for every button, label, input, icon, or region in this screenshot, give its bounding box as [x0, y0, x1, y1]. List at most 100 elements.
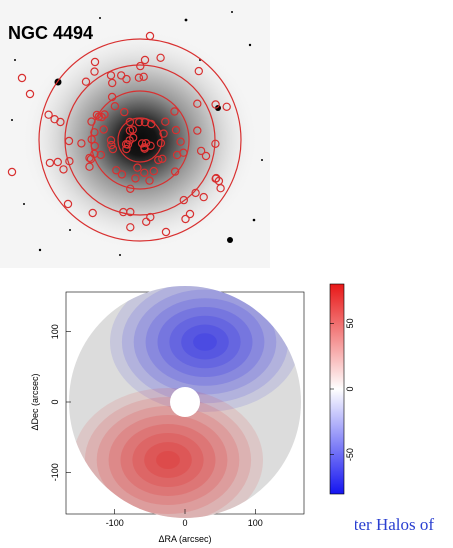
star-icon: [11, 119, 13, 121]
velocity-contour: [193, 333, 217, 351]
slit-aperture: [81, 77, 91, 86]
star-icon: [248, 43, 252, 47]
slit-aperture: [63, 199, 73, 209]
slit-aperture: [87, 135, 96, 144]
slit-aperture: [158, 154, 167, 163]
disk-center-hole: [170, 387, 200, 417]
slit-aperture: [140, 55, 150, 65]
slit-aperture: [65, 156, 74, 166]
slit-aperture: [90, 149, 99, 159]
velocity-map: -100 0 100 -100 0 100 ΔRA (arcsec) ΔDec (arc…: [30, 283, 355, 544]
star-icon: [69, 229, 71, 231]
caption-link[interactable]: Outer Halos of: [355, 512, 453, 538]
slit-aperture: [125, 126, 135, 135]
slit-aperture: [90, 141, 100, 151]
slit-aperture: [145, 176, 154, 185]
slit-aperture: [216, 183, 225, 193]
slit-aperture: [222, 102, 231, 112]
slit-aperture: [131, 174, 140, 183]
slit-aperture: [136, 61, 145, 71]
slit-aperture: [90, 128, 99, 137]
slit-aperture: [99, 125, 108, 134]
x-tick-label: 0: [182, 518, 187, 528]
velocity-contour: [121, 286, 289, 404]
slit-aperture: [133, 163, 142, 172]
velocity-contour: [108, 415, 228, 505]
slit-aperture: [154, 155, 163, 165]
slit-aperture: [141, 138, 151, 148]
slit-aperture: [117, 170, 127, 179]
slit-aperture: [112, 166, 121, 175]
slit-aperture: [90, 67, 99, 76]
field-stars: [11, 11, 263, 256]
slit-aperture: [77, 139, 86, 148]
slit-aperture: [156, 53, 165, 63]
colorbar-tick-label: 0: [345, 386, 355, 391]
slit-aperture: [87, 117, 96, 126]
slit-aperture: [193, 126, 202, 135]
slit-aperture: [59, 165, 68, 174]
caption-link-text[interactable]: Outer Halos of: [355, 515, 435, 534]
y-tick-label: 0: [50, 399, 60, 404]
slit-aperture: [134, 117, 144, 127]
slit-aperture: [211, 173, 221, 183]
slit-aperture: [110, 101, 120, 111]
slit-aperture: [211, 139, 220, 148]
velocity-contour: [144, 442, 192, 478]
y-tick-label: -100: [50, 463, 60, 481]
star-icon: [231, 11, 233, 13]
slit-aperture: [185, 209, 195, 219]
slit-aperture: [156, 138, 166, 148]
slit-aperture: [145, 31, 155, 41]
x-axis-ticks: -100 0 100: [106, 509, 263, 528]
slit-aperture: [172, 150, 182, 160]
slit-aperture: [107, 140, 116, 150]
star-icon: [252, 218, 256, 222]
slit-aperture: [92, 110, 102, 120]
slit-aperture: [107, 92, 117, 102]
slit-aperture: [7, 167, 17, 177]
star-icon: [14, 59, 16, 61]
slit-aperture: [181, 214, 190, 224]
slit-aperture: [126, 223, 135, 232]
slit-aperture: [170, 107, 179, 116]
slit-aperture: [106, 136, 116, 145]
slit-aperture: [126, 184, 135, 193]
slit-aperture: [120, 107, 129, 117]
star-icon: [261, 159, 263, 161]
velocity-disk: [69, 286, 301, 518]
slit-aperture: [141, 217, 151, 226]
slit-aperture: [146, 212, 155, 222]
slit-aperture: [125, 117, 135, 127]
slit-aperture: [146, 141, 155, 150]
slit-aperture: [139, 72, 148, 82]
slit-aperture: [194, 66, 203, 76]
slit-aperture: [96, 150, 106, 160]
slit-aperture: [191, 188, 200, 198]
velocity-contour: [84, 397, 252, 518]
colorbar-tick-label: -50: [345, 448, 355, 461]
slit-aperture: [140, 117, 150, 127]
disk-contours: [73, 286, 300, 518]
colorbar-tick-label: 50: [345, 318, 355, 328]
slit-aperture: [50, 114, 59, 124]
slit-aperture: [94, 112, 104, 121]
slit-aperture: [125, 136, 134, 145]
slit-aperture: [123, 140, 133, 149]
galaxy-label: NGC 4494: [8, 23, 93, 43]
star-icon: [227, 237, 233, 243]
slit-aperture: [88, 208, 97, 218]
slit-aperture: [85, 162, 94, 171]
slit-aperture: [140, 168, 149, 177]
aperture-ring: [90, 90, 190, 190]
slit-aperture: [122, 74, 131, 84]
slit-apertures: [7, 31, 242, 242]
slit-aperture: [211, 100, 220, 109]
star-icon: [23, 203, 25, 205]
colorbar-ticks: 50 0 -50: [330, 318, 355, 461]
y-axis-ticks: -100 0 100: [50, 324, 71, 481]
x-axis-label: ΔRA (arcsec): [158, 534, 211, 544]
velocity-contour: [133, 289, 277, 395]
slit-aperture: [53, 157, 63, 167]
slit-aperture: [106, 71, 116, 80]
